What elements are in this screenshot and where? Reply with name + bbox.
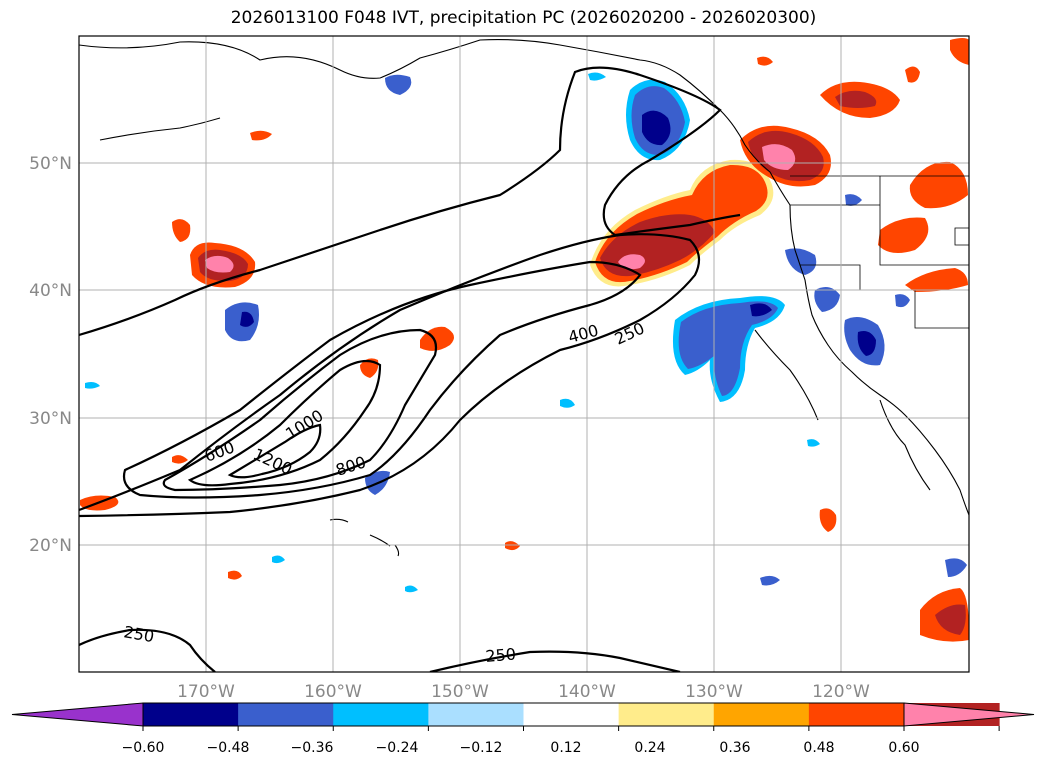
colorbar	[11, 702, 1035, 731]
lon-label: 140°W	[558, 682, 616, 702]
precip-positive-areas	[80, 38, 969, 642]
colorbar-tick-label: 0.12	[550, 740, 581, 756]
lon-label: 170°W	[177, 682, 235, 702]
colorbar-segment	[143, 703, 239, 726]
lat-label: 40°N	[29, 281, 72, 301]
colorbar-segment	[523, 703, 620, 726]
colorbar-segment	[428, 703, 524, 726]
lat-label: 30°N	[29, 409, 72, 429]
lon-label: 130°W	[685, 682, 743, 702]
map-title: 2026013100 F048 IVT, precipitation PC (2…	[230, 8, 817, 28]
lon-label: 160°W	[304, 682, 362, 702]
colorbar-tick-label: 0.60	[888, 740, 919, 756]
colorbar-tick-label: −0.36	[291, 740, 334, 756]
precip-negative-areas	[85, 72, 967, 593]
colorbar-tick-label: 0.24	[634, 740, 665, 756]
lon-label: 150°W	[431, 682, 489, 702]
colorbar-tick-label: −0.24	[376, 740, 419, 756]
colorbar-tick-label: −0.12	[460, 740, 503, 756]
colorbar-segment	[333, 703, 429, 726]
lat-label: 50°N	[29, 154, 72, 174]
lon-label: 120°W	[812, 682, 870, 702]
colorbar-segment	[618, 703, 715, 726]
colorbar-segment	[808, 703, 905, 726]
colorbar-ticks: −0.60 −0.48 −0.36 −0.24 −0.12 0.12 0.24 …	[122, 740, 920, 756]
map-panel: 250 400 600 800 1000 1200 250 250	[79, 36, 969, 672]
colorbar-extend-low	[11, 702, 144, 727]
colorbar-tick-label: −0.48	[207, 740, 250, 756]
longitude-labels: 170°W 160°W 150°W 140°W 130°W 120°W	[177, 682, 870, 702]
latitude-labels: 50°N 40°N 30°N 20°N	[29, 154, 72, 556]
ivt-contours	[79, 66, 741, 672]
contour-label: 250	[485, 644, 517, 666]
colorbar-tick-label: 0.48	[803, 740, 834, 756]
lat-label: 20°N	[29, 536, 72, 556]
map-frame	[78, 35, 970, 673]
colorbar-tick-label: −0.60	[122, 740, 165, 756]
colorbar-segment	[238, 703, 334, 726]
graticule	[79, 36, 969, 672]
coastlines	[79, 39, 969, 557]
colorbar-tick-label: 0.36	[719, 740, 750, 756]
colorbar-segment	[713, 703, 810, 726]
